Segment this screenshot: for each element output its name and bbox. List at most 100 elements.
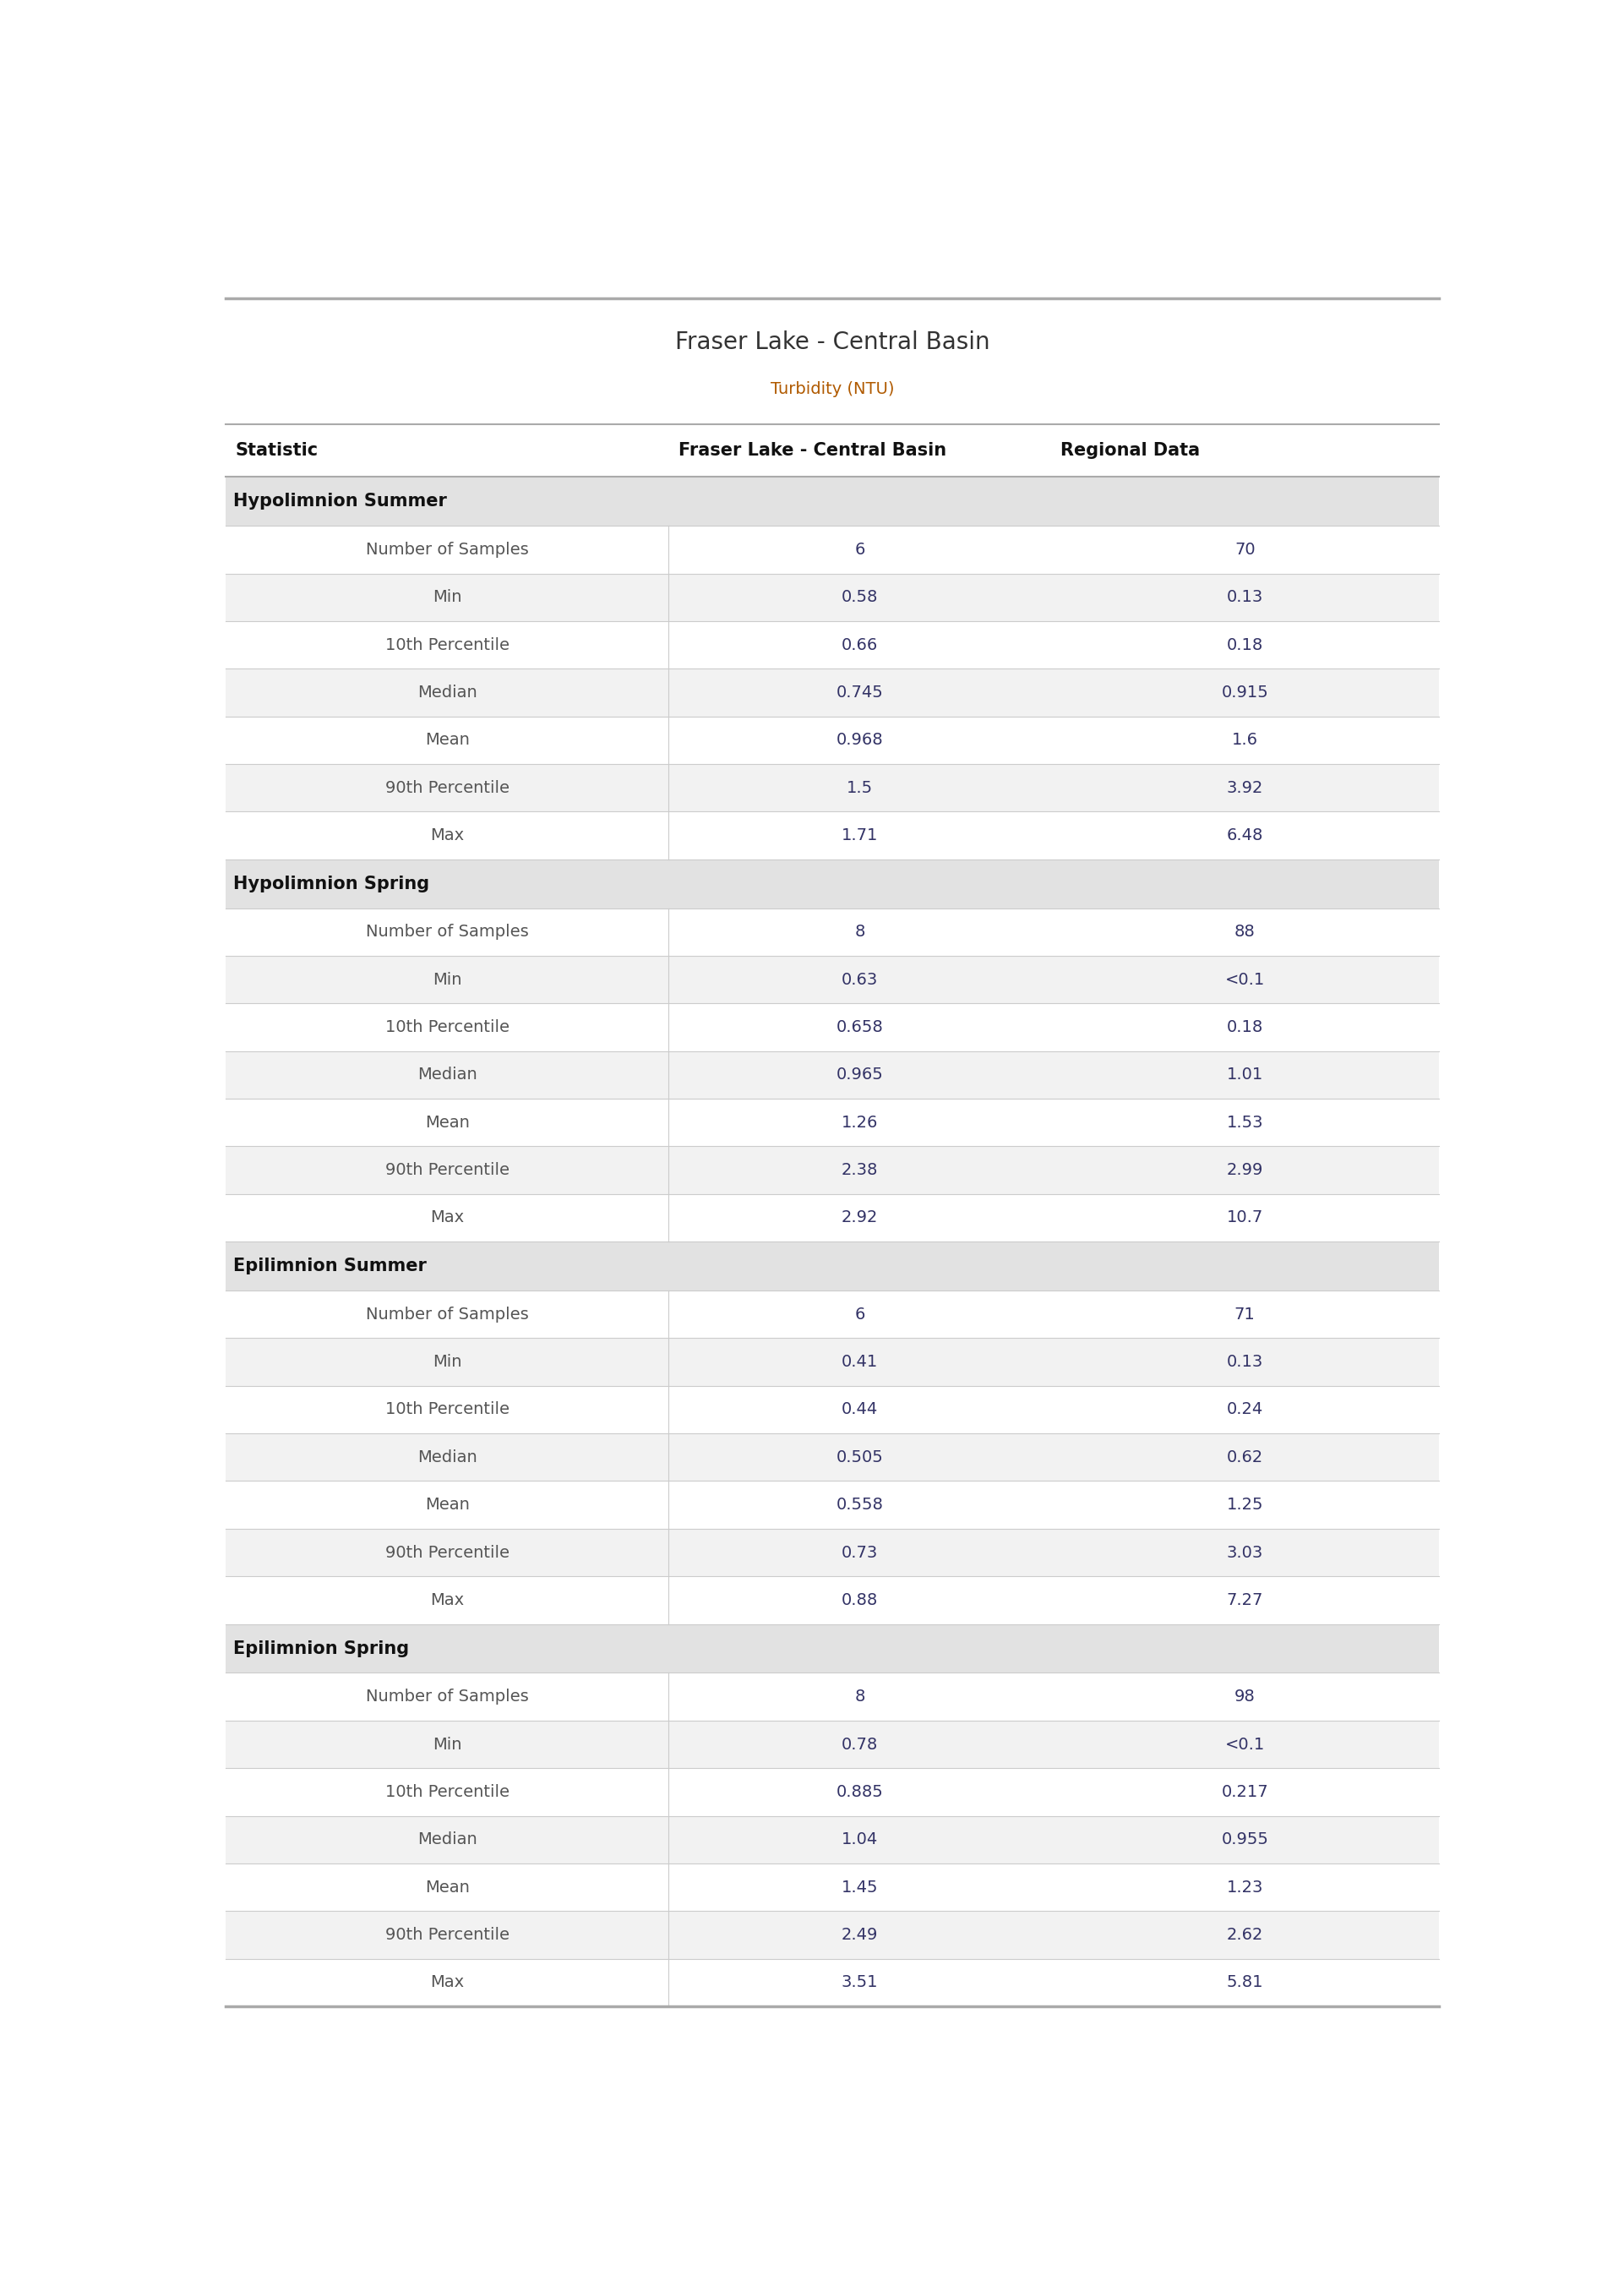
Bar	[226, 1051, 1439, 1099]
Bar	[226, 1959, 1439, 2007]
Text: Max: Max	[430, 1210, 464, 1226]
Bar	[226, 574, 1439, 622]
Text: <0.1: <0.1	[1224, 972, 1265, 987]
Bar	[226, 1623, 1439, 1673]
Text: 10th Percentile: 10th Percentile	[385, 638, 510, 654]
Text: Mean: Mean	[425, 1115, 469, 1130]
Bar	[226, 1911, 1439, 1959]
Text: 0.62: 0.62	[1226, 1448, 1263, 1466]
Text: 8: 8	[854, 1689, 866, 1705]
Text: 90th Percentile: 90th Percentile	[385, 781, 510, 797]
Text: 90th Percentile: 90th Percentile	[385, 1162, 510, 1178]
Text: 0.955: 0.955	[1221, 1832, 1268, 1848]
Text: 3.92: 3.92	[1226, 781, 1263, 797]
Text: 2.49: 2.49	[841, 1927, 879, 1943]
Text: Min: Min	[432, 1737, 461, 1752]
Text: 1.01: 1.01	[1226, 1067, 1263, 1083]
Bar	[226, 424, 1439, 477]
Text: Mean: Mean	[425, 1880, 469, 1895]
Text: 1.25: 1.25	[1226, 1496, 1263, 1512]
Text: 0.505: 0.505	[836, 1448, 883, 1466]
Bar	[226, 717, 1439, 765]
Text: Epilimnion Spring: Epilimnion Spring	[232, 1639, 409, 1657]
Text: 0.88: 0.88	[841, 1591, 879, 1607]
Text: 7.27: 7.27	[1226, 1591, 1263, 1607]
Text: Min: Min	[432, 590, 461, 606]
Text: 1.5: 1.5	[846, 781, 872, 797]
Bar	[226, 1768, 1439, 1816]
Text: Min: Min	[432, 1353, 461, 1371]
Bar	[226, 1575, 1439, 1623]
Text: 0.58: 0.58	[841, 590, 879, 606]
Text: 0.915: 0.915	[1221, 686, 1268, 701]
Text: Mean: Mean	[425, 1496, 469, 1512]
Bar	[226, 813, 1439, 860]
Text: 0.558: 0.558	[836, 1496, 883, 1512]
Text: 3.51: 3.51	[841, 1975, 879, 1991]
Bar	[226, 860, 1439, 908]
Text: 2.99: 2.99	[1226, 1162, 1263, 1178]
Text: Max: Max	[430, 1591, 464, 1607]
Text: 2.92: 2.92	[841, 1210, 879, 1226]
Text: 8: 8	[854, 924, 866, 940]
Bar	[226, 765, 1439, 813]
Text: Median: Median	[417, 686, 477, 701]
Text: Mean: Mean	[425, 733, 469, 749]
Text: Max: Max	[430, 1975, 464, 1991]
Text: Fraser Lake - Central Basin: Fraser Lake - Central Basin	[679, 443, 947, 459]
Text: 0.217: 0.217	[1221, 1784, 1268, 1800]
Bar	[226, 1292, 1439, 1339]
Text: 6: 6	[854, 1305, 866, 1323]
Text: 1.71: 1.71	[841, 826, 879, 844]
Text: Number of Samples: Number of Samples	[365, 924, 528, 940]
Text: 0.18: 0.18	[1226, 638, 1263, 654]
Bar	[226, 477, 1439, 527]
Bar	[226, 1339, 1439, 1385]
Text: 0.24: 0.24	[1226, 1401, 1263, 1419]
Bar	[226, 956, 1439, 1003]
Text: Median: Median	[417, 1448, 477, 1466]
Text: 1.23: 1.23	[1226, 1880, 1263, 1895]
Text: 10.7: 10.7	[1226, 1210, 1263, 1226]
Bar	[226, 1242, 1439, 1292]
Text: 0.63: 0.63	[841, 972, 879, 987]
Text: 70: 70	[1234, 543, 1255, 558]
Text: 2.62: 2.62	[1226, 1927, 1263, 1943]
Text: 0.41: 0.41	[841, 1353, 879, 1371]
Text: Max: Max	[430, 826, 464, 844]
Text: Number of Samples: Number of Samples	[365, 1305, 528, 1323]
Bar	[226, 622, 1439, 670]
Text: 6.48: 6.48	[1226, 826, 1263, 844]
Text: 98: 98	[1234, 1689, 1255, 1705]
Text: 2.38: 2.38	[841, 1162, 879, 1178]
Text: Number of Samples: Number of Samples	[365, 543, 528, 558]
Text: 0.13: 0.13	[1226, 590, 1263, 606]
Text: 0.18: 0.18	[1226, 1019, 1263, 1035]
Text: 90th Percentile: 90th Percentile	[385, 1927, 510, 1943]
Text: 1.45: 1.45	[841, 1880, 879, 1895]
Text: Regional Data: Regional Data	[1060, 443, 1200, 459]
Text: 0.885: 0.885	[836, 1784, 883, 1800]
Bar	[226, 1816, 1439, 1864]
Text: 0.73: 0.73	[841, 1544, 879, 1559]
Text: Turbidity (NTU): Turbidity (NTU)	[770, 381, 895, 397]
Text: 1.6: 1.6	[1231, 733, 1259, 749]
Bar	[226, 1864, 1439, 1911]
Text: Median: Median	[417, 1067, 477, 1083]
Bar	[226, 1432, 1439, 1480]
Text: 10th Percentile: 10th Percentile	[385, 1784, 510, 1800]
Text: 0.968: 0.968	[836, 733, 883, 749]
Text: 10th Percentile: 10th Percentile	[385, 1019, 510, 1035]
Text: Hypolimnion Summer: Hypolimnion Summer	[232, 493, 447, 511]
Text: Number of Samples: Number of Samples	[365, 1689, 528, 1705]
Bar	[226, 527, 1439, 574]
Text: Fraser Lake - Central Basin: Fraser Lake - Central Basin	[676, 331, 989, 354]
Bar	[226, 908, 1439, 956]
Bar	[226, 1194, 1439, 1242]
Bar	[226, 1673, 1439, 1721]
Text: 71: 71	[1234, 1305, 1255, 1323]
Text: 88: 88	[1234, 924, 1255, 940]
Text: Min: Min	[432, 972, 461, 987]
Text: Median: Median	[417, 1832, 477, 1848]
Text: 90th Percentile: 90th Percentile	[385, 1544, 510, 1559]
